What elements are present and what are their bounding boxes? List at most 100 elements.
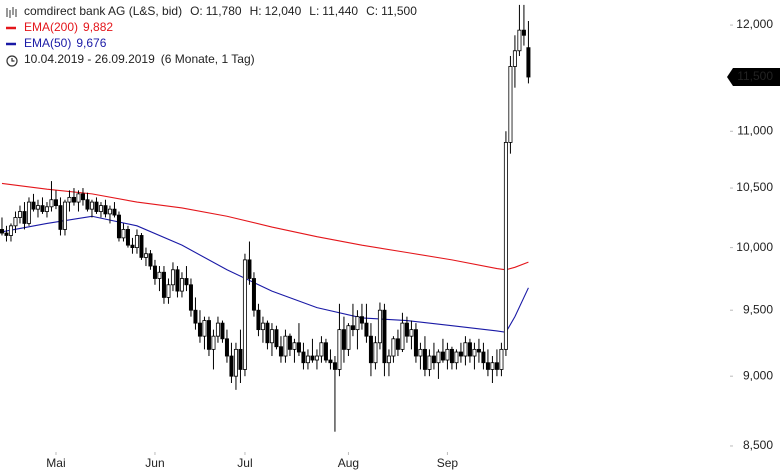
candle-body — [116, 214, 121, 239]
candle-body — [377, 309, 382, 344]
candle-body — [373, 342, 378, 364]
candle-body — [161, 271, 166, 298]
y-tick-label: 8,500 — [743, 438, 773, 452]
legend-value: 9,676 — [76, 36, 106, 50]
candle-body — [71, 196, 76, 203]
candle-body — [413, 329, 418, 357]
candle-body — [85, 199, 90, 210]
candle-body — [499, 348, 504, 370]
candle-body — [391, 338, 396, 357]
candle-body — [17, 211, 22, 218]
candle-body — [400, 322, 405, 350]
candle-body — [152, 265, 157, 279]
y-tick-label: 12,000 — [736, 17, 773, 31]
candle-body — [229, 355, 234, 377]
summary-value: 11,780 — [206, 4, 242, 18]
candle-body — [215, 322, 220, 337]
candle-body — [503, 142, 508, 350]
candle-body — [143, 253, 148, 258]
candle-body — [220, 322, 225, 340]
candle-body — [445, 348, 450, 361]
candle-body — [314, 355, 319, 361]
candle-body — [355, 316, 360, 331]
candle-body — [476, 348, 481, 353]
candle-body — [80, 193, 85, 201]
candle-body — [125, 229, 130, 246]
candle-body — [269, 329, 274, 344]
candle-body — [40, 205, 45, 212]
candle-body — [422, 348, 427, 370]
candle-body — [170, 269, 175, 286]
candle-body — [521, 29, 526, 36]
legend-name: EMA(200) — [24, 20, 78, 34]
candle-body — [134, 235, 139, 249]
candle-body — [409, 329, 414, 337]
candle-body — [404, 322, 409, 337]
date-range: 10.04.2019 - 26.09.2019 (6 Monate, 1 Tag) — [24, 52, 255, 66]
bars-icon — [6, 7, 17, 18]
candle-body — [485, 362, 490, 370]
ema-line — [1, 182, 529, 271]
candle-body — [98, 205, 103, 212]
candle-body — [427, 355, 432, 370]
candle-body — [103, 205, 108, 215]
last-price-label: 11,500 — [737, 69, 773, 83]
candle-body — [242, 259, 247, 370]
summary-label: H: — [250, 4, 262, 18]
candle-body — [251, 278, 256, 311]
candle-body — [233, 348, 238, 377]
candle-body — [256, 309, 261, 331]
candle-body — [184, 278, 189, 286]
candle-body — [53, 199, 58, 207]
candle-body — [386, 355, 391, 364]
ema-line — [1, 215, 529, 333]
candle-body — [395, 338, 400, 350]
candle-body — [287, 335, 292, 350]
candle-body — [62, 201, 67, 230]
summary-value: 12,040 — [265, 4, 302, 18]
candle-body — [472, 348, 477, 357]
x-tick-label: Mai — [46, 456, 65, 470]
candle-body — [148, 253, 153, 267]
candle-body — [35, 205, 40, 210]
legend-name: EMA(50) — [24, 36, 71, 50]
candle-body — [157, 271, 162, 279]
candle-body — [431, 355, 436, 364]
candle-body — [364, 322, 369, 337]
candle-body — [350, 325, 355, 331]
candle-body — [166, 284, 171, 298]
candle-body — [382, 309, 387, 364]
candle-body — [346, 325, 351, 350]
candle-body — [283, 335, 288, 357]
candle-body — [188, 284, 193, 311]
candle-body — [296, 342, 301, 353]
candle-body — [112, 208, 117, 216]
candle-body — [49, 199, 54, 208]
candle-body — [31, 201, 36, 210]
candle-body — [67, 196, 72, 203]
candle-body — [26, 201, 31, 224]
summary-label: O: — [190, 4, 203, 18]
candle-body — [224, 338, 229, 357]
legend-entry: EMA(200) 9,882 — [24, 20, 113, 34]
candle-body — [121, 229, 126, 239]
x-tick-label: Sep — [437, 456, 459, 470]
y-tick-label: 10,000 — [736, 240, 773, 254]
candle-body — [517, 29, 522, 52]
summary-label: L: — [309, 4, 319, 18]
y-tick-label: 9,500 — [743, 302, 773, 316]
candle-body — [107, 208, 112, 215]
title-text: comdirect bank AG (L&S, bid) — [24, 4, 182, 18]
candle-body — [265, 322, 270, 344]
y-tick-label: 11,000 — [737, 123, 773, 137]
candle-body — [436, 351, 441, 364]
candle-body — [130, 244, 135, 249]
candle-body — [13, 217, 18, 227]
candle-body — [179, 278, 184, 292]
candle-body — [301, 351, 306, 364]
candle-body — [463, 342, 468, 357]
candle-body — [458, 351, 463, 357]
candle-body — [0, 229, 4, 234]
y-tick-label: 10,500 — [736, 180, 773, 194]
